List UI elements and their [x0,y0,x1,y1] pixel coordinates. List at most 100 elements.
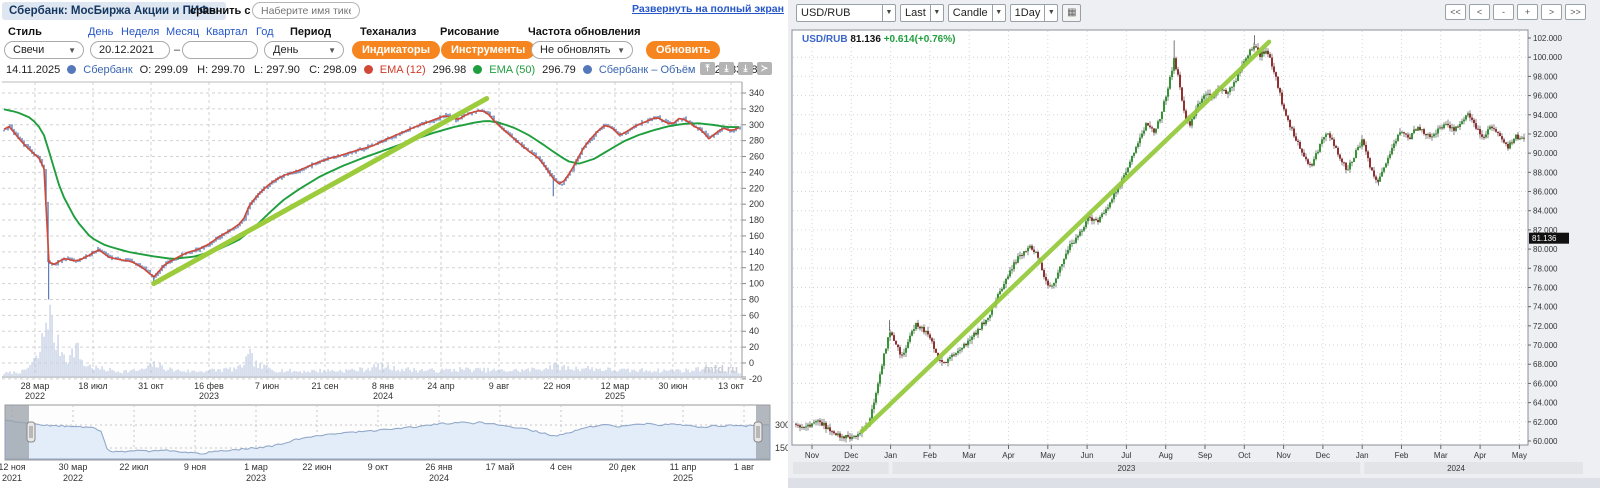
timeframe-quarter[interactable]: Квартал [206,26,248,38]
timeframe-day[interactable]: День [88,26,114,38]
chart-action-buttons: ⤒ ⤓ ⤓ ≻ [700,62,772,75]
download-icon[interactable]: ⤓ [719,62,734,75]
svg-text:Nov: Nov [805,451,819,460]
svg-text:300: 300 [775,420,788,430]
svg-text:160: 160 [749,231,764,241]
scroll-fast-left-button[interactable]: << [1445,4,1466,20]
usdrub-legend-change: +0.614(+0.76%) [883,34,956,45]
svg-text:1 авг: 1 авг [734,462,755,472]
fullscreen-link[interactable]: Развернуть на полный экран [631,3,784,15]
svg-text:9 авг: 9 авг [489,381,510,391]
scroll-right-button[interactable]: > [1541,4,1562,20]
open-in-new-icon[interactable]: ⤒ [700,62,715,75]
svg-text:30 июн: 30 июн [658,381,687,391]
svg-text:Feb: Feb [1395,451,1409,460]
navigator-handle-left[interactable] [26,421,36,443]
svg-text:86.000: 86.000 [1533,188,1558,197]
scroll-left-button[interactable]: < [1469,4,1490,20]
timeframe-week[interactable]: Неделя [121,26,160,38]
svg-text:40: 40 [749,326,759,336]
navigator-handle-right[interactable] [753,421,763,443]
svg-text:Jul: Jul [1121,451,1131,460]
chart-type-select[interactable]: Candle ▼ [947,4,1006,22]
svg-text:Apr: Apr [1474,451,1487,460]
zoom-in-button[interactable]: + [1517,4,1538,20]
refresh-rate-value: Не обновлять [540,44,611,56]
legend-ema50-value: 296.79 [542,63,576,76]
chevron-down-icon: ▼ [328,46,336,55]
svg-text:13 окт: 13 окт [718,381,744,391]
chart-navigation-buttons: << < - + > >> [1445,4,1586,20]
svg-text:Mar: Mar [962,451,976,460]
usdrub-legend-symbol: USD/RUB [802,34,848,45]
date-from-value: 20.12.2021 [99,44,155,56]
usdrub-price-chart[interactable]: 60.000 62.000 64.000 66.000 68.000 70.000 72.0… [788,0,1600,488]
svg-text:May: May [1512,451,1527,460]
legend-ema50-label[interactable]: EMA (50) [489,63,536,76]
refresh-rate-select[interactable]: Не обновлять ▼ [531,41,633,59]
legend-volume-label[interactable]: Сбербанк – Объём [598,63,696,76]
symbol-select[interactable]: USD/RUB ▼ [796,4,896,22]
svg-text:22 июн: 22 июн [302,462,331,472]
volume-dot-icon [582,65,592,74]
svg-text:7 июн: 7 июн [255,381,279,391]
svg-text:280: 280 [749,136,764,146]
sberbank-price-chart[interactable]: -20 0 20 40 60 80 100 120 140 160 180 200 220 240 260 2… [0,0,788,488]
update-button[interactable]: Обновить [646,41,721,59]
svg-text:2023: 2023 [199,391,219,401]
usdrub-legend: USD/RUB 81.136 +0.614(+0.76%) [802,34,955,45]
svg-text:Mar: Mar [1434,451,1448,460]
svg-text:21 сен: 21 сен [312,381,339,391]
date-from-input[interactable]: 20.12.2021 [90,41,170,59]
indicators-button[interactable]: Индикаторы [352,41,440,59]
svg-text:0: 0 [749,358,754,368]
ticker-search-input[interactable] [252,2,360,19]
svg-text:31 окт: 31 окт [138,381,164,391]
svg-text:2023: 2023 [246,473,266,483]
grid-icon[interactable]: ▦ [1062,4,1082,22]
svg-text:68.000: 68.000 [1533,360,1558,369]
svg-text:64.000: 64.000 [1533,399,1558,408]
scroll-fast-right-button[interactable]: >> [1565,4,1586,20]
share-icon[interactable]: ≻ [757,62,772,75]
navigator-mask-left [5,405,29,460]
svg-text:88.000: 88.000 [1533,168,1558,177]
zoom-out-button[interactable]: - [1493,4,1514,20]
svg-text:120: 120 [749,263,764,273]
chart-style-select[interactable]: Свечи ▼ [4,41,84,59]
timeframe-year[interactable]: Год [256,26,274,38]
interval-select[interactable]: 1Day ▼ [1009,4,1059,22]
svg-text:84.000: 84.000 [1533,207,1558,216]
svg-text:12 ноя: 12 ноя [0,462,26,472]
chart-legend: 14.11.2025 Сбербанк O: 299.09 H: 299.70 … [6,62,764,77]
horizontal-scrollbar[interactable] [788,478,1600,488]
period-select[interactable]: День ▼ [264,41,344,59]
chevron-down-icon: ▼ [882,5,895,21]
svg-text:80: 80 [749,294,759,304]
svg-text:12 мар: 12 мар [601,381,630,391]
svg-text:150: 150 [775,443,788,453]
date-to-input[interactable] [182,41,258,59]
svg-text:260: 260 [749,152,764,162]
svg-text:72.000: 72.000 [1533,322,1558,331]
field-select[interactable]: Last ▼ [900,4,944,22]
tools-button[interactable]: Инструменты [441,41,536,59]
usdrub-toolbar: USD/RUB ▼ Last ▼ Candle ▼ 1Day ▼ ▦ [796,4,1082,22]
legend-ohlc: O: 299.09 H: 299.70 L: 297.90 C: 298.09 [139,63,357,76]
svg-text:2023: 2023 [1118,464,1136,473]
save-icon[interactable]: ⤓ [738,62,753,75]
legend-ema12-label[interactable]: EMA (12) [379,63,426,76]
svg-text:60.000: 60.000 [1533,437,1558,446]
svg-text:22 ноя: 22 ноя [543,381,570,391]
svg-text:98.000: 98.000 [1533,72,1558,81]
svg-text:2025: 2025 [605,391,625,401]
legend-ema12-value: 296.98 [432,63,467,76]
timeframe-month[interactable]: Месяц [166,26,200,38]
svg-text:200: 200 [749,199,764,209]
svg-text:92.000: 92.000 [1533,130,1558,139]
chevron-down-icon: ▼ [68,46,76,55]
legend-series-name[interactable]: Сбербанк [83,63,133,76]
svg-text:17 май: 17 май [486,462,515,472]
svg-text:Jan: Jan [884,451,897,460]
svg-text:96.000: 96.000 [1533,92,1558,101]
